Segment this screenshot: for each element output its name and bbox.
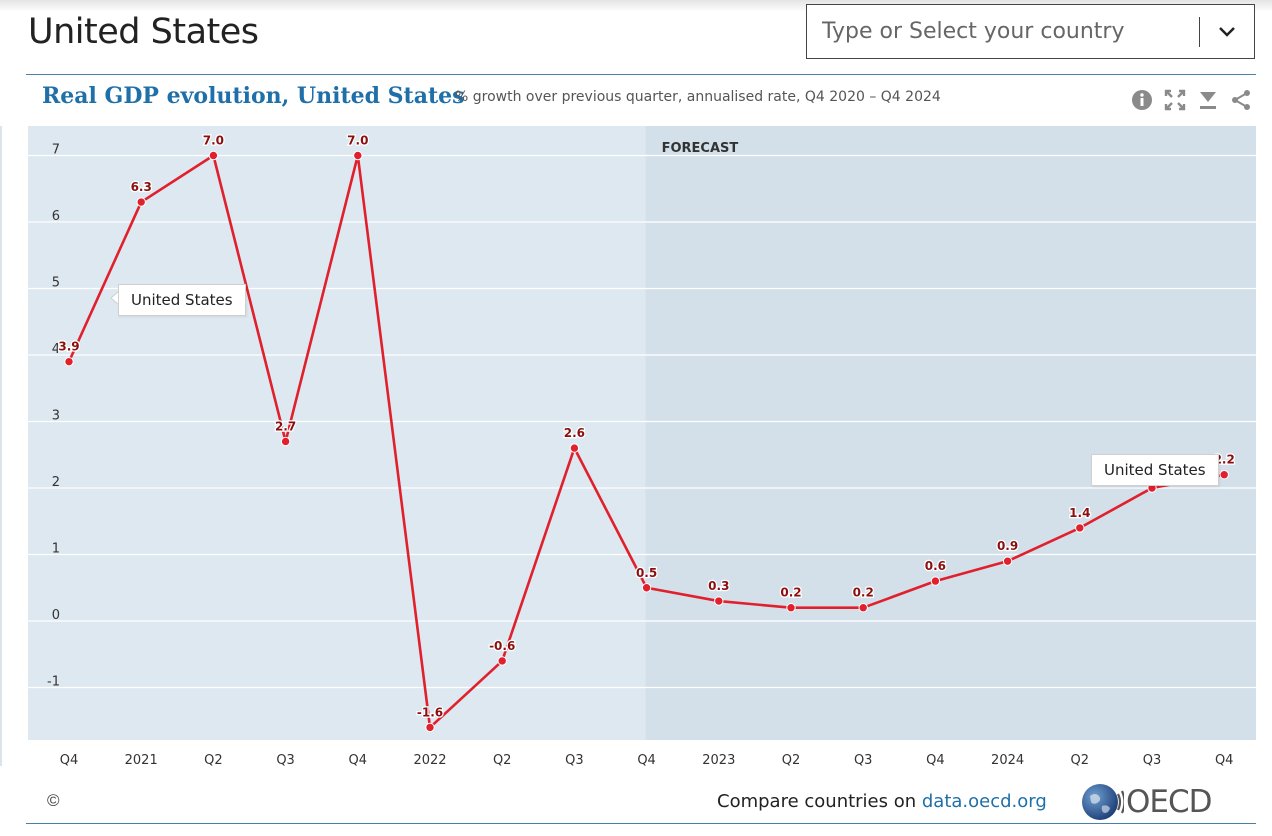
data-label: 0.9 xyxy=(997,539,1018,553)
chart-title: Real GDP evolution, United States xyxy=(42,83,465,109)
x-tick-label: Q2 xyxy=(1071,753,1090,768)
data-label: 7.0 xyxy=(347,134,368,148)
data-point xyxy=(1002,556,1013,566)
data-point xyxy=(858,603,868,613)
data-point xyxy=(353,150,363,161)
data-label: -0.6 xyxy=(489,639,515,653)
page-title: United States xyxy=(28,12,259,52)
y-tick-label: -1 xyxy=(47,675,60,690)
data-label: 0.5 xyxy=(636,566,657,580)
data-point xyxy=(497,656,507,666)
data-oecd-link[interactable]: data.oecd.org xyxy=(921,791,1047,812)
copyright-symbol: © xyxy=(47,791,60,810)
data-label: 3.9 xyxy=(58,340,79,354)
x-tick-label: 2022 xyxy=(413,753,446,768)
fullscreen-button[interactable] xyxy=(1163,88,1187,112)
series-tooltip-right: United States xyxy=(1091,454,1219,486)
x-tick-label: Q2 xyxy=(782,753,801,768)
y-tick-label: 1 xyxy=(52,542,60,557)
x-tick-label: Q4 xyxy=(349,753,368,768)
footer-compare: Compare countries on data.oecd.org xyxy=(717,791,1047,812)
x-tick-label: Q3 xyxy=(565,753,584,768)
x-tick-label: Q3 xyxy=(854,753,873,768)
share-button[interactable] xyxy=(1229,88,1253,112)
data-point xyxy=(64,356,74,367)
data-label: 0.2 xyxy=(853,586,874,600)
info-button[interactable] xyxy=(1130,88,1154,112)
data-point xyxy=(425,722,435,733)
data-label: -1.6 xyxy=(417,705,443,719)
data-label: 0.3 xyxy=(708,579,729,593)
x-tick-label: Q4 xyxy=(60,753,79,768)
y-tick-label: 6 xyxy=(52,209,60,224)
series-tooltip-left: United States xyxy=(118,284,246,316)
chart-toolbar xyxy=(1130,88,1253,112)
data-point xyxy=(714,596,724,606)
x-tick-label: Q3 xyxy=(276,753,295,768)
y-tick-label: 2 xyxy=(52,475,60,490)
x-tick-label: Q4 xyxy=(637,753,656,768)
globe-icon xyxy=(1082,784,1124,820)
fullscreen-icon xyxy=(1164,89,1186,111)
data-point xyxy=(280,436,291,447)
x-tick-label: Q2 xyxy=(204,753,223,768)
y-tick-label: 0 xyxy=(52,608,60,623)
oecd-logo[interactable]: OECD xyxy=(1080,780,1213,824)
forecast-region xyxy=(645,126,1256,740)
y-tick-label: 3 xyxy=(52,409,60,424)
data-point xyxy=(1075,523,1085,533)
data-label: 0.2 xyxy=(780,586,801,600)
share-icon xyxy=(1232,90,1250,110)
oecd-logo-text: OECD xyxy=(1126,784,1213,820)
data-label: 1.4 xyxy=(1069,506,1090,520)
data-point xyxy=(569,443,580,453)
chevron-down-icon xyxy=(1219,26,1235,37)
country-select[interactable] xyxy=(806,4,1255,59)
chart-subtitle: % growth over previous quarter, annualis… xyxy=(455,89,941,105)
country-search-input[interactable] xyxy=(807,5,1199,58)
footer-compare-text: Compare countries on xyxy=(717,791,922,812)
data-point xyxy=(1219,470,1229,480)
x-tick-label: 2024 xyxy=(991,753,1024,768)
x-tick-label: 2023 xyxy=(702,753,735,768)
y-tick-label: 7 xyxy=(52,143,60,158)
y-tick-label: 4 xyxy=(52,342,60,357)
select-divider xyxy=(1199,16,1200,47)
data-label: 7.0 xyxy=(203,134,224,148)
data-label: 0.6 xyxy=(925,559,946,573)
x-tick-label: Q4 xyxy=(926,753,945,768)
data-label: 6.3 xyxy=(131,180,152,194)
data-point xyxy=(930,576,941,586)
data-point xyxy=(786,603,796,613)
chart-widget xyxy=(26,74,1256,824)
data-label: 2.7 xyxy=(275,419,296,433)
data-label: 2.6 xyxy=(564,426,585,440)
info-icon xyxy=(1132,90,1152,110)
side-rule xyxy=(0,126,2,766)
x-tick-label: Q3 xyxy=(1143,753,1162,768)
x-tick-label: Q2 xyxy=(493,753,512,768)
dropdown-toggle-button[interactable] xyxy=(1200,5,1254,58)
data-point xyxy=(136,197,146,207)
download-icon xyxy=(1200,92,1216,109)
x-tick-label: 2021 xyxy=(125,753,158,768)
download-button[interactable] xyxy=(1196,88,1220,112)
data-point xyxy=(641,583,652,593)
data-point xyxy=(208,150,219,161)
forecast-label: FORECAST xyxy=(662,141,739,156)
y-tick-label: 5 xyxy=(52,276,60,291)
x-tick-label: Q4 xyxy=(1215,753,1234,768)
